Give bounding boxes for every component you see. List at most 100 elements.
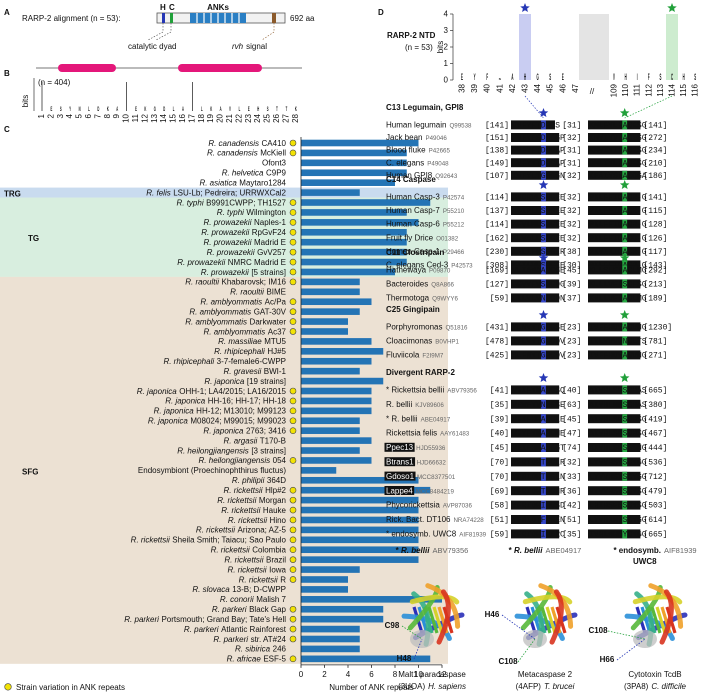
logo-letter: F — [648, 73, 650, 82]
bar — [301, 288, 360, 296]
sequence-name: Human Casp-1 P29466 — [386, 247, 465, 256]
sequence: AIVHLSFSSSNG — [589, 444, 647, 453]
variation-marker — [289, 387, 297, 395]
sequence-block — [588, 428, 641, 438]
his-highlight — [541, 246, 546, 256]
sequence: KMVIYVEACESG — [589, 134, 647, 143]
strain: 054 — [273, 456, 287, 465]
accession: KJV89606 — [415, 402, 444, 409]
residue-leader — [607, 630, 646, 640]
sequence-block — [588, 233, 641, 243]
x-tick-label: 10 — [414, 670, 423, 679]
accession: Q92643 — [435, 173, 458, 180]
end-position: [380] — [643, 401, 667, 410]
his-highlight — [541, 145, 546, 155]
variation-marker — [289, 417, 297, 425]
sequence-block — [511, 500, 560, 510]
his-highlight — [541, 233, 546, 243]
structure-caption-line2: (3UOA) H. sapiens — [398, 682, 466, 691]
his-highlight — [541, 293, 546, 303]
helix — [58, 64, 116, 72]
variation-marker — [289, 298, 297, 306]
sequence-name: Lappe4 MCC8484219 — [386, 486, 454, 495]
start-position: [59] — [490, 531, 509, 540]
accession: ABE04917 — [545, 546, 581, 555]
sequence-block — [588, 219, 641, 229]
gap-length: [51] — [562, 516, 581, 525]
bar — [301, 219, 419, 226]
strain: 2763; 3416 — [246, 426, 287, 435]
category-label: R. conorii Malish 7 — [220, 595, 287, 604]
catalytic-star — [619, 180, 630, 190]
residue-leader — [413, 638, 423, 660]
cys-highlight — [622, 443, 628, 452]
logo-letter: F — [486, 73, 488, 82]
strain: C9P9 — [266, 169, 287, 178]
variation-marker — [289, 516, 297, 524]
panel-label: C — [4, 125, 10, 134]
sequence-name: Human Casp-6 P55212 — [386, 220, 465, 229]
accession: Q9WYY6 — [432, 296, 458, 303]
accession: P42574 — [443, 195, 465, 202]
x-tick-label: 4 — [346, 670, 351, 679]
name-box — [384, 442, 415, 452]
logo-position: 25 — [263, 113, 272, 122]
species: R. prowazekii — [177, 258, 225, 267]
bar — [301, 417, 360, 425]
sequence: VEWFYVNHGSE — [512, 401, 565, 410]
organism: Human legumain — [386, 121, 446, 130]
sequence-block — [511, 529, 560, 539]
organism: Human Casp-1 — [386, 247, 440, 256]
sequence-block — [588, 399, 641, 409]
end-position: [141] — [643, 194, 667, 203]
sequence: FVFYFSDHGGP — [512, 134, 565, 143]
species: R. canadensis — [207, 149, 258, 158]
strain: [19 strains] — [247, 377, 286, 386]
sequence: LHIHSFSSCYSG — [589, 502, 647, 511]
sequence-block — [511, 486, 560, 496]
sequence-block — [588, 385, 641, 395]
logo-position: 39 — [470, 83, 479, 92]
category-label: R. prowazekii GvV257 — [207, 248, 287, 257]
species: R. rickettsii — [211, 546, 250, 555]
bar — [301, 486, 431, 494]
sequence-block — [588, 471, 641, 481]
variation-marker — [289, 486, 297, 494]
strain: ESF-5 — [263, 655, 286, 664]
sequence-block — [511, 322, 560, 332]
end-position: [665] — [643, 387, 667, 396]
logo-letter: S — [659, 73, 661, 82]
organism: Porphyromonas — [386, 323, 442, 332]
sequence: YFRIDHIHGSD — [512, 502, 565, 511]
his-highlight — [541, 206, 546, 215]
species: R. rickettsii — [227, 565, 266, 574]
his-highlight — [541, 158, 546, 168]
accession: P55210 — [443, 208, 465, 215]
category-label: R. rickettsii Iowa — [227, 565, 286, 574]
bar — [301, 397, 372, 405]
species: R. asiatica — [199, 178, 237, 187]
sequence: LILVLVNHGDN — [512, 295, 565, 304]
cys-highlight — [622, 336, 628, 346]
species: R. raoultii — [185, 278, 219, 287]
species: R. slovaca — [192, 585, 230, 594]
sequence-block — [511, 158, 560, 168]
category-label: R. prowazekii RpGvF24 — [201, 228, 286, 237]
species: R. japonica — [154, 407, 195, 416]
category-label: R. rhipicephali HJ#5 — [214, 347, 286, 356]
variation-marker — [289, 546, 297, 554]
sequence-name: Blood fluke P42665 — [386, 146, 450, 155]
sequence: AGIPLLSHGEE — [512, 207, 565, 216]
catalytic-star — [619, 310, 630, 320]
logo-letter: T — [276, 106, 278, 114]
structure-caption: Malt1 paracaspase — [398, 670, 466, 679]
bar — [301, 348, 384, 355]
species: R. amblyommatis — [203, 327, 265, 336]
category-label: R. heilongjiangensis 054 — [199, 456, 287, 465]
organism: T. brucei — [544, 682, 575, 691]
sequence-block — [511, 414, 560, 424]
start-position: [69] — [490, 487, 509, 496]
cys-highlight — [622, 471, 628, 481]
logo-y-label: bits — [21, 95, 30, 107]
cys-highlight — [622, 414, 628, 424]
